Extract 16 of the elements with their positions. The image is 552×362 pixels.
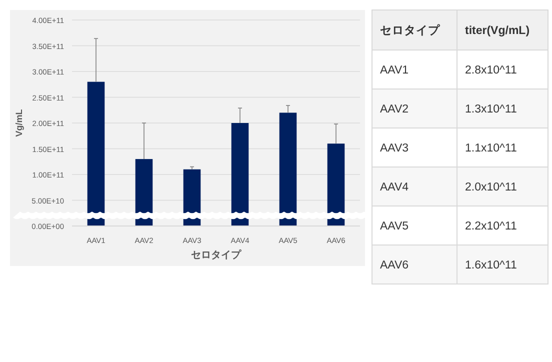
category-label: AAV5	[380, 220, 409, 232]
category-label: AAV6	[380, 260, 409, 272]
category-label: AAV2	[380, 104, 409, 116]
text: 1.6x10^11	[465, 260, 517, 272]
category-label: AAV1	[380, 64, 409, 76]
text: 1.1x10^11	[465, 142, 517, 154]
text: セロタイプ	[380, 23, 441, 37]
text: 2.8x10^11	[465, 64, 517, 76]
category-label: AAV3	[380, 142, 409, 154]
x-axis-title: セロタイプ	[191, 249, 242, 261]
category-label: AAV4	[380, 182, 409, 194]
text: titer(Vg/mL)	[465, 25, 530, 37]
text: 2.0x10^11	[465, 182, 517, 194]
text: 1.3x10^11	[465, 104, 517, 116]
text: 2.2x10^11	[465, 220, 517, 232]
y-axis-title: Vg/mL	[14, 108, 24, 137]
